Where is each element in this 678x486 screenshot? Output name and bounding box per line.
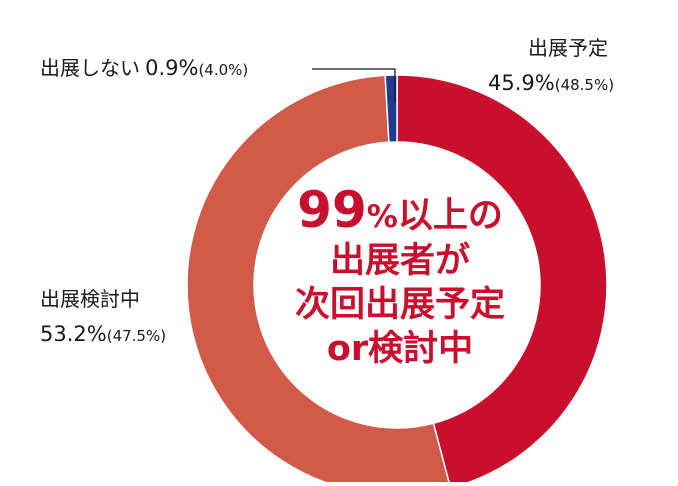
center-message: 99%以上の 出展者が 次回出展予定 or検討中 — [250, 185, 550, 371]
slice-label-considering: 出展検討中 — [40, 289, 140, 309]
slice-planned — [396, 74, 608, 486]
donut-slices — [186, 74, 608, 486]
slice-prev-value: (48.5%) — [554, 76, 615, 94]
slice-value: 0.9% — [145, 56, 199, 80]
leader-line — [312, 68, 396, 103]
slice-name: 出展しない — [40, 56, 140, 80]
center-percent: % — [366, 199, 398, 235]
slice-value-planned: 45.9%(48.5%) — [488, 73, 614, 94]
center-line-1-text: 以上の — [397, 196, 503, 236]
slice-considering — [186, 74, 451, 486]
slice-not-exhibiting — [384, 74, 398, 144]
slice-name: 出展予定 — [528, 36, 608, 60]
center-number: 99 — [297, 181, 367, 239]
center-line-4: or検討中 — [326, 329, 474, 369]
center-line-3: 次回出展予定 — [294, 285, 505, 325]
slice-value: 45.9% — [488, 71, 555, 95]
slice-label-planned: 出展予定 — [528, 38, 608, 58]
center-line-1: 99%以上の — [250, 185, 550, 239]
slice-prev-value: (4.0%) — [198, 61, 249, 79]
slice-value-considering: 53.2%(47.5%) — [40, 324, 166, 345]
slice-prev-value: (47.5%) — [106, 327, 167, 345]
slice-label-not-exhibiting: 出展しない 0.9%(4.0%) — [40, 58, 248, 79]
slice-name: 出展検討中 — [40, 287, 140, 311]
slice-value: 53.2% — [40, 322, 107, 346]
center-line-2: 出展者が — [329, 241, 470, 281]
